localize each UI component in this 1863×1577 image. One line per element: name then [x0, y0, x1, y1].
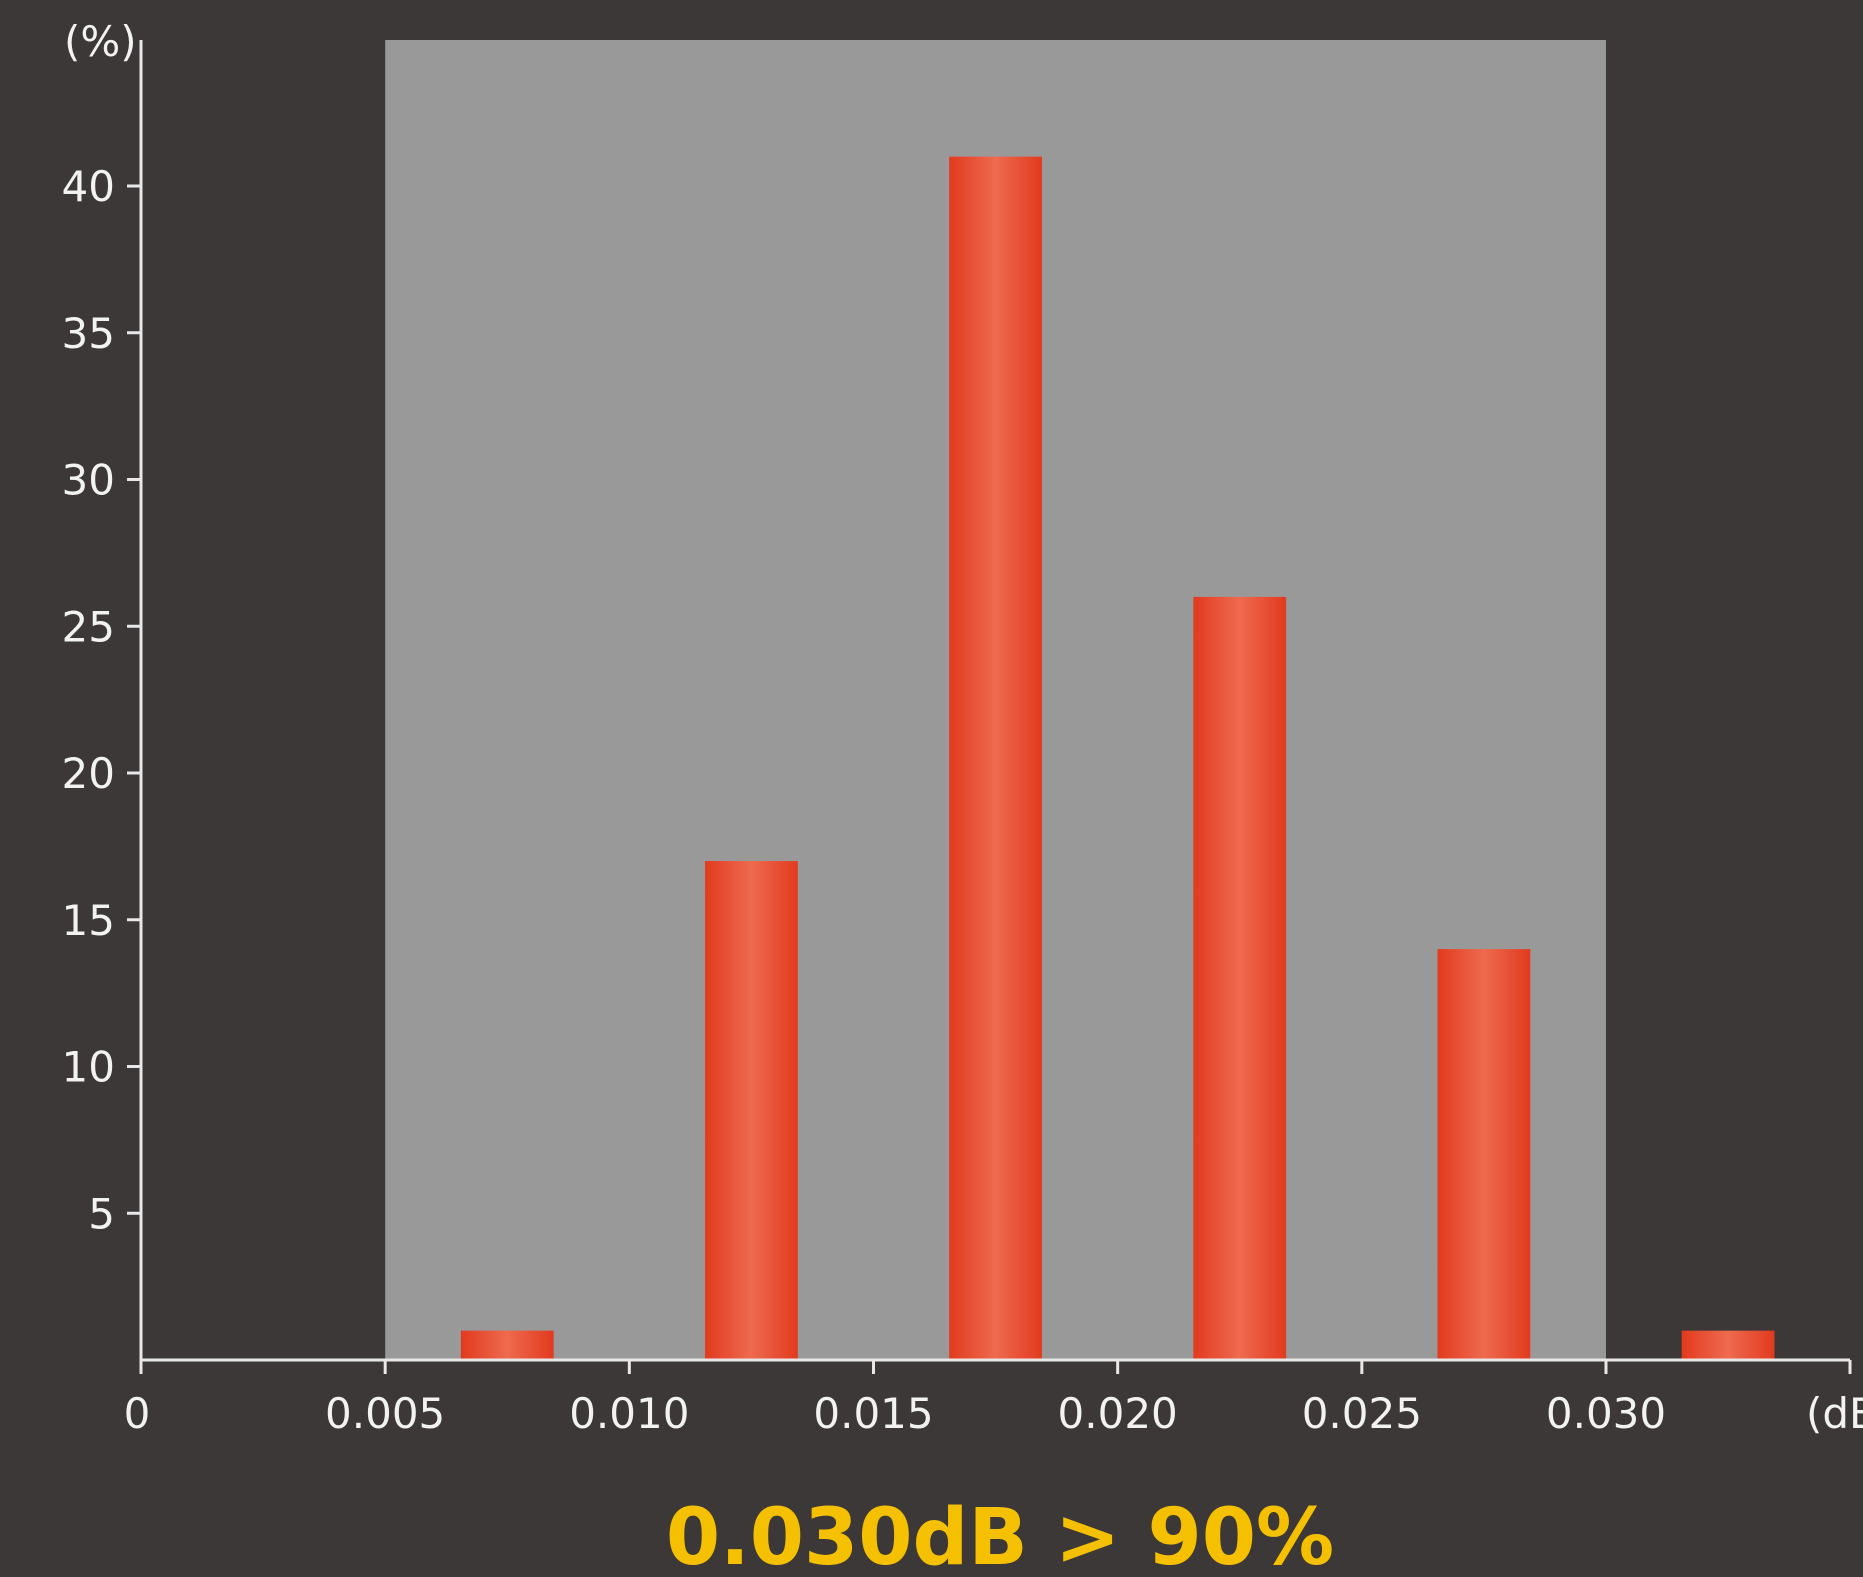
bar-1: [705, 861, 798, 1360]
bar-2: [949, 156, 1042, 1360]
y-tick-label-6: 35: [62, 309, 115, 358]
y-axis-unit-label: (%): [64, 17, 137, 66]
x-axis-unit-label: (dB): [1806, 1389, 1863, 1438]
bar-3: [1193, 596, 1287, 1360]
bar-5: [1681, 1330, 1775, 1360]
y-axis-ticks: 5 10 15 20 25 30 35 40: [62, 162, 141, 1238]
y-tick-label-0: 5: [88, 1189, 115, 1238]
x-tick-label-3: 0.015: [813, 1389, 933, 1438]
y-tick-label-1: 10: [62, 1043, 115, 1092]
x-tick-label-2: 0.010: [569, 1389, 689, 1438]
y-tick-label-3: 20: [62, 749, 115, 798]
bar-0: [460, 1330, 554, 1360]
x-axis-ticks: 0 0.005 0.010 0.015 0.020 0.025 0.030: [124, 1360, 1852, 1438]
y-tick-label-5: 30: [62, 456, 115, 505]
x-tick-label-5: 0.025: [1302, 1389, 1422, 1438]
y-tick-label-4: 25: [62, 602, 115, 651]
y-tick-label-7: 40: [62, 162, 115, 211]
bars-layer: [460, 156, 1775, 1360]
y-tick-label-2: 15: [62, 896, 115, 945]
bar-4: [1437, 949, 1531, 1360]
chart-caption: 0.030dB > 90%: [666, 1493, 1334, 1577]
x-tick-label-4: 0.020: [1058, 1389, 1178, 1438]
x-tick-label-6: 0.030: [1546, 1389, 1666, 1438]
x-tick-label-0: 0: [124, 1389, 151, 1438]
x-tick-label-1: 0.005: [325, 1389, 445, 1438]
